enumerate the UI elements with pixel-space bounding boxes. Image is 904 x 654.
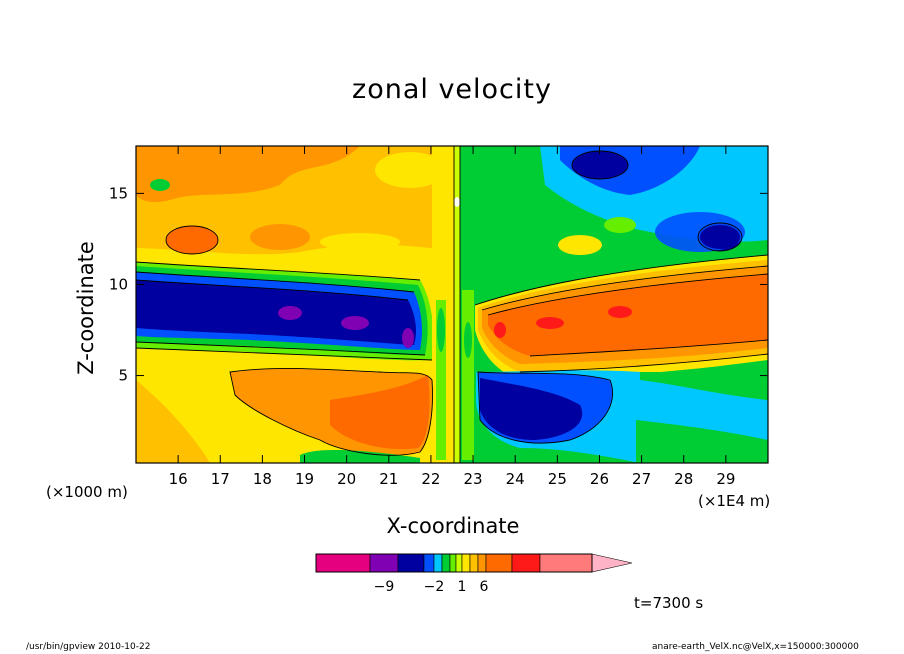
colorbar-arrow [591,553,633,573]
contour-lines [136,146,768,463]
colorbar-segment [441,553,451,573]
colorbar-label: −2 [424,579,445,595]
field-lower-left-corner [136,380,210,463]
field-lr-green-bottom [636,420,768,463]
field-left-jet-min-3 [402,328,414,348]
field-ur-lightgreen [604,217,636,233]
field-ul-cell-1 [166,226,218,254]
colorbar-segment [433,553,443,573]
colorbar-segment [469,553,479,573]
x-tick-label: 27 [632,470,651,488]
field-left-jet-min-2 [341,316,369,330]
field-lower-left-green [300,449,420,463]
x-tick-label: 23 [464,470,483,488]
x-tick-label: 24 [506,470,525,488]
colorbar-segment [315,553,371,573]
x-axis-label: X-coordinate [386,514,520,538]
colorbar-segment [461,553,471,573]
y-tick-label: 5 [118,367,128,385]
colorbar-segment [449,553,457,573]
colorbar-label: −9 [374,579,395,595]
field-lr-dark [480,378,583,440]
field-right-jet-max-3 [494,322,506,338]
field-ul-cell-3 [320,233,400,251]
x-tick-label: 16 [169,470,188,488]
x-tick-label: 21 [379,470,398,488]
colorbar-segment [485,553,513,573]
field-ur-dark-3 [700,225,740,249]
colorbar-frame [315,553,593,573]
footer-left: /usr/bin/gpview 2010-10-22 [26,642,151,652]
contour-field [136,146,768,463]
colorbar: −9 −2 1 6 [315,553,633,595]
field-left-jet-core [136,280,416,345]
x-tick-label: 28 [674,470,693,488]
field-center-white-spot [454,197,460,207]
field-ul-cell-2 [250,224,310,250]
x-axis-unit-right: (×1E4 m) [698,492,771,510]
field-center-green-2 [462,290,474,460]
colorbar-segment [397,553,425,573]
x-tick-label: 29 [716,470,735,488]
x-tick-label: 22 [421,470,440,488]
colorbar-label: 1 [458,579,467,595]
x-tick-label: 19 [295,470,314,488]
x-tick-label: 18 [253,470,272,488]
y-axis-ticks: 5 10 15 [109,184,768,385]
colorbar-segment [511,553,541,573]
colorbar-segment [423,553,435,573]
colorbar-segment [539,553,593,573]
x-tick-label: 25 [548,470,567,488]
time-annotation: t=7300 s [634,594,704,612]
x-tick-label: 20 [337,470,356,488]
footer-right: anare-earth_VelX.nc@VelX,x=150000:300000 [652,642,859,652]
x-axis-unit-left: (×1000 m) [46,483,128,501]
chart-title: zonal velocity [352,74,552,105]
field-right-jet-max-2 [608,306,632,318]
field-ur-yellow-streak [558,235,602,255]
x-axis-ticks: 16 17 18 19 20 21 22 23 24 25 26 27 28 29 [169,146,735,488]
colorbar-segment [455,553,463,573]
plot-frame [135,145,769,464]
field-lr-green-band [640,372,768,400]
field-ul-yellow-patch [375,152,445,188]
field-center-green-1 [436,300,446,460]
y-tick-label: 15 [109,184,128,202]
field-center-spot-2 [464,322,472,358]
field-ur-dark-1 [572,151,628,179]
field-center-seam [454,146,460,463]
colorbar-segment [369,553,399,573]
colorbar-label: 6 [480,579,489,595]
x-tick-label: 26 [590,470,609,488]
field-right-jet-max-1 [536,317,564,329]
field-upper-left-dark-orange [136,146,360,203]
y-tick-label: 10 [109,275,128,293]
x-tick-label: 17 [211,470,230,488]
field-center-spot-1 [437,308,445,352]
colorbar-segment [477,553,487,573]
field-ul-green-spot [150,179,170,191]
field-left-jet-min-1 [278,306,302,320]
field-lower-left-red-orange [330,375,430,450]
